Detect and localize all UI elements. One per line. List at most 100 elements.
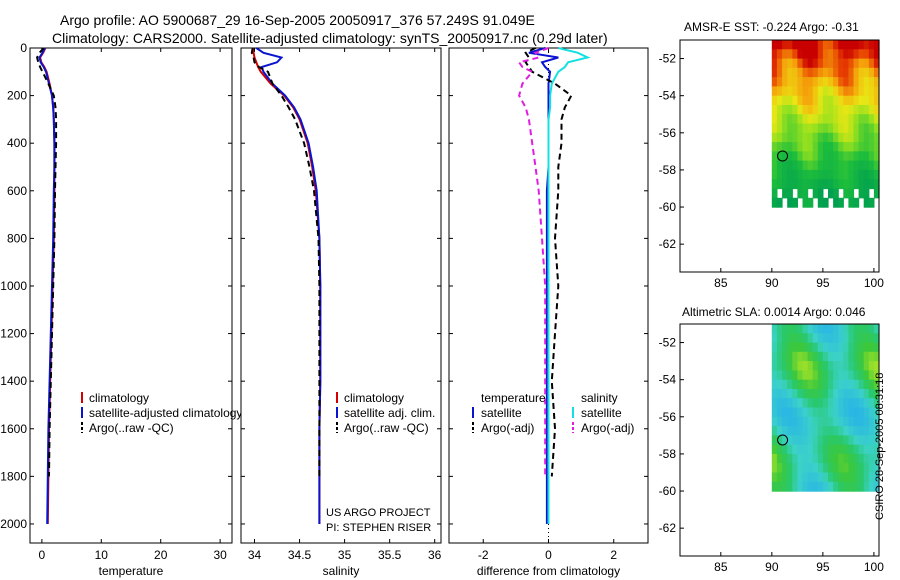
credit-stamp: CSIRO 28-Sep-2005 08:31:18 [874, 372, 886, 520]
heatmap-cell [828, 379, 834, 390]
heatmap-cell [853, 86, 860, 97]
heatmap-cell [782, 105, 788, 115]
heatmap-cell [848, 444, 855, 455]
heatmap-cell [853, 105, 860, 115]
heatmap-cell [807, 463, 814, 474]
heatmap-cell [848, 453, 855, 464]
heatmap-cell [838, 481, 844, 492]
heatmap-cell [776, 324, 783, 334]
heatmap-cell [802, 398, 809, 409]
heatmap-cell [787, 361, 793, 371]
heatmap-cell [863, 58, 870, 69]
heatmap-cell [792, 123, 798, 134]
heatmap-cell [858, 333, 865, 344]
heatmap-cell [802, 389, 809, 399]
heatmap-cell [848, 123, 855, 134]
heatmap-cell [792, 49, 798, 60]
heatmap-cell [771, 435, 778, 446]
heatmap-cell [802, 333, 809, 344]
heatmap-cell [853, 453, 860, 464]
x-tick-label: 85 [714, 276, 728, 290]
heatmap-cell [838, 444, 844, 455]
heatmap-cell [828, 333, 834, 344]
heatmap-cell [822, 67, 829, 78]
heatmap-cell [868, 49, 875, 60]
heatmap-cell [853, 351, 860, 362]
heatmap-cell [776, 77, 783, 87]
heatmap-cell [853, 361, 860, 371]
heatmap-cell [792, 142, 798, 152]
heatmap-cell [822, 86, 829, 97]
heatmap-cell [782, 123, 788, 134]
heatmap-cell [787, 398, 793, 409]
heatmap-cell [782, 324, 788, 334]
heatmap-cell [853, 123, 860, 134]
heatmap-cell [792, 114, 798, 125]
heatmap-cell [797, 481, 804, 492]
heatmap-cell [833, 453, 839, 464]
heatmap-cell [843, 169, 849, 180]
heatmap-cell [848, 370, 855, 381]
y-tick-label: 2000 [0, 517, 27, 531]
heatmap-cell [833, 40, 839, 50]
heatmap-cell [822, 463, 829, 474]
heatmap-cell [833, 463, 839, 474]
heatmap-cell [873, 481, 880, 492]
heatmap-cell [833, 169, 839, 180]
heatmap-cell [843, 95, 849, 106]
x-tick-label: 0 [39, 548, 46, 562]
heatmap-cell [863, 463, 870, 474]
heatmap-cell [802, 361, 809, 371]
heatmap-cell [838, 114, 844, 125]
heatmap-cell [771, 426, 778, 436]
x-tick-label: 2 [610, 548, 617, 562]
heatmap-cell [771, 324, 778, 334]
heatmap-cell [873, 361, 880, 371]
heatmap-cell [868, 351, 875, 362]
heatmap-cell [838, 151, 844, 162]
heatmap-cell [792, 351, 798, 362]
heatmap-cell [782, 342, 788, 353]
heatmap-cell [771, 160, 778, 171]
heatmap-cell [843, 132, 849, 143]
heatmap-cell [807, 426, 814, 436]
heatmap-cell [792, 389, 798, 399]
heatmap-cell [828, 49, 834, 60]
heatmap-cell [828, 444, 834, 455]
heatmap-cell [843, 188, 849, 199]
heatmap-cell [802, 95, 809, 106]
heatmap-cell [782, 416, 788, 427]
heatmap-cell [858, 416, 865, 427]
heatmap-cell [833, 351, 839, 362]
heatmap-cell [792, 472, 798, 483]
heatmap-cell [858, 407, 865, 418]
heatmap-cell [828, 342, 834, 353]
heatmap-cell [807, 169, 814, 180]
heatmap-cell [802, 324, 809, 334]
x-tick-label: 20 [154, 548, 168, 562]
heatmap-cell [868, 169, 875, 180]
heatmap-cell [843, 77, 849, 87]
heatmap-cell [807, 40, 814, 50]
heatmap-cell [817, 407, 824, 418]
heatmap-cell [792, 407, 798, 418]
heatmap-cell [838, 142, 844, 152]
heatmap-cell [843, 49, 849, 60]
heatmap-cell [807, 123, 814, 134]
annotation-text: US ARGO PROJECT [326, 507, 431, 519]
heatmap-cell [828, 40, 834, 50]
heatmap-cell [776, 40, 783, 50]
heatmap-cell [797, 67, 804, 78]
heatmap-cell [848, 333, 855, 344]
heatmap-cell [828, 95, 834, 106]
heatmap-cell [802, 351, 809, 362]
x-tick-label: 10 [95, 548, 109, 562]
heatmap-cell [858, 169, 865, 180]
heatmap-cell [822, 179, 829, 190]
heatmap-cell [853, 398, 860, 409]
heatmap-cell [848, 197, 855, 208]
heatmap-cell [822, 40, 829, 50]
heatmap-cell [792, 426, 798, 436]
heatmap-cell [838, 333, 844, 344]
